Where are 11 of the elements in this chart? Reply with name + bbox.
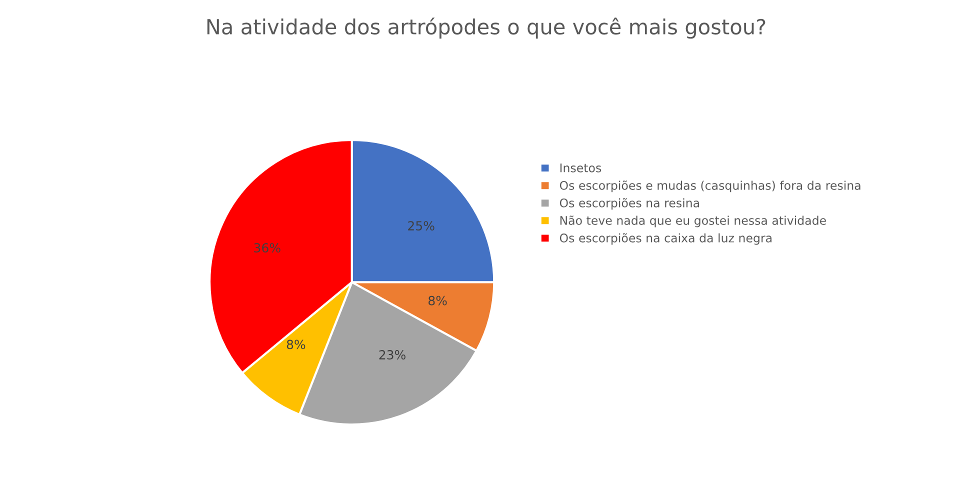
legend-label: Não teve nada que eu gostei nessa atividade — [560, 216, 826, 228]
data-label: 25% — [408, 221, 434, 231]
legend-label: Os escorpiões na caixa da luz negra — [560, 233, 772, 245]
legend-label: Os escorpiões e mudas (casquinhas) fora da resina — [560, 180, 860, 192]
legend-label: Insetos — [560, 164, 602, 172]
data-label: 8% — [286, 340, 306, 350]
data-label: 23% — [379, 350, 406, 360]
data-label: 8% — [428, 296, 447, 306]
chart-title: Na atividade dos artrópodes o que você mais gostou? — [207, 18, 766, 39]
legend-label: Os escorpiões na resina — [560, 198, 699, 210]
data-label: 36% — [254, 243, 280, 253]
